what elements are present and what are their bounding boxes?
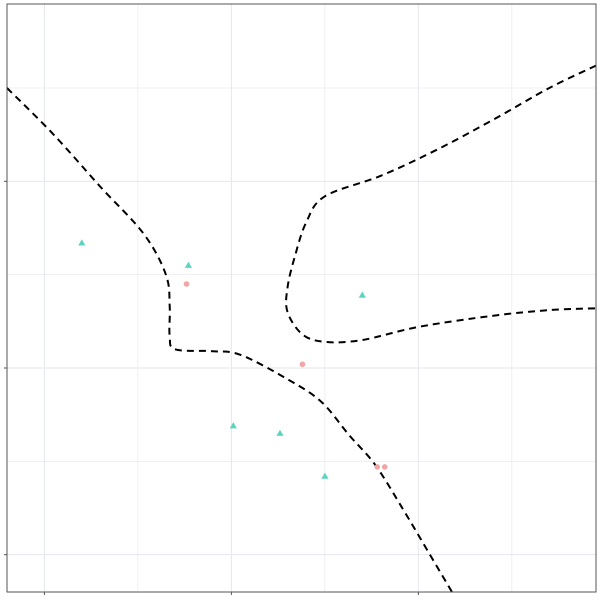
triangle-point (276, 429, 284, 436)
triangle-point (358, 291, 366, 298)
decision-boundary-line (6, 87, 453, 593)
triangle-point (78, 239, 86, 246)
plot-background (7, 4, 596, 592)
circle-point (183, 281, 190, 287)
decision-boundary-line (285, 64, 597, 344)
circle-point (299, 361, 306, 368)
circle-point (374, 464, 381, 470)
axis-ticks (4, 180, 419, 595)
plot-frame (6, 3, 597, 593)
triangle-point (184, 261, 192, 268)
circle-point (381, 464, 388, 470)
triangle-point (229, 422, 237, 429)
grid-lines (7, 4, 596, 592)
data-points (78, 239, 388, 479)
decision-boundary (6, 64, 597, 593)
triangle-point (321, 472, 329, 479)
